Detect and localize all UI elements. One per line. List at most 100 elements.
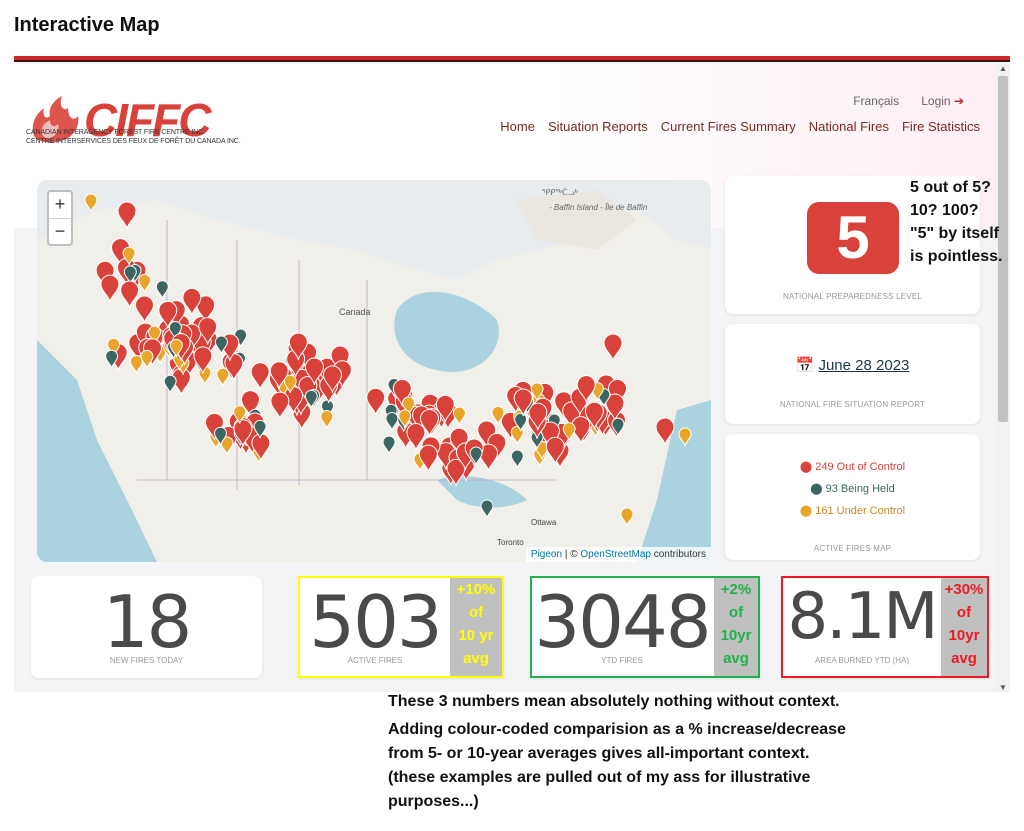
fire-marker-icon[interactable] [571,416,591,444]
fire-marker-icon[interactable] [576,375,596,403]
language-link[interactable]: Français [853,94,900,108]
fire-marker-icon[interactable] [169,338,183,358]
fire-marker-icon[interactable] [510,449,524,469]
fire-marker-icon[interactable] [117,201,137,230]
fire-marker-icon[interactable] [469,446,483,466]
fire-marker-icon[interactable] [452,406,466,426]
fire-marker-icon[interactable] [491,405,505,425]
utility-links: Français Login ➔ [853,94,964,108]
fire-marker-icon[interactable] [419,408,439,437]
fire-marker-icon[interactable] [214,335,228,355]
fire-marker-icon[interactable] [138,273,152,293]
fire-marker-icon[interactable] [322,365,342,393]
fire-marker-icon[interactable] [479,443,499,472]
nav-current-fires-summary[interactable]: Current Fires Summary [660,119,796,134]
map-label-toronto: Toronto [497,538,524,547]
fire-marker-icon[interactable] [480,499,494,519]
fire-marker-icon[interactable] [250,362,270,390]
fire-marker-icon[interactable] [446,458,466,487]
pin-icon: ⬤ [799,461,813,473]
map-canvas[interactable]: Canada ᕿᑭᖅᑖᓗᒃ - Baffin Island - Île de B… [37,180,711,562]
fire-marker-icon[interactable] [233,405,247,424]
scroll-down-arrow[interactable]: ▼ [999,683,1007,692]
fire-marker-icon[interactable] [158,300,178,329]
fire-marker-icon[interactable] [382,435,396,455]
land-mass [37,200,711,562]
legend-under-control[interactable]: ⬤ 161 Under Control [725,500,980,522]
scroll-thumb[interactable] [998,76,1008,422]
bottom-anno-line: from 5- or 10-year averages gives all-im… [388,745,810,762]
fire-marker-icon[interactable] [418,444,438,473]
fire-marker-icon[interactable] [304,389,318,409]
fire-marker-icon[interactable] [216,367,230,387]
fire-marker-icon[interactable] [84,193,98,213]
fire-marker-icon[interactable] [270,391,290,420]
fire-marker-icon[interactable] [193,346,213,374]
zoom-in-button[interactable]: + [54,194,66,214]
fire-marker-icon[interactable] [530,382,544,402]
page-scrollbar[interactable]: ▲ ▼ [996,64,1010,692]
fire-marker-icon[interactable] [134,295,154,324]
nav-situation-reports[interactable]: Situation Reports [547,119,648,134]
fire-marker-icon[interactable] [120,280,140,309]
fire-marker-icon[interactable] [620,507,634,527]
fire-marker-icon[interactable] [196,295,216,323]
fire-marker-icon[interactable] [283,374,297,394]
fire-marker-icon[interactable] [198,317,218,345]
fire-marker-icon[interactable] [528,402,548,431]
fire-marker-icon[interactable] [140,349,154,369]
fire-marker-icon[interactable] [385,411,399,431]
fire-marker-icon[interactable] [398,409,412,429]
npl-annotation: 5 out of 5? 10? 100? "5" by itself is po… [910,176,1002,268]
legend-out-of-control[interactable]: ⬤ 249 Out of Control [725,456,980,478]
pigeon-link[interactable]: Pigeon [530,549,563,560]
login-link[interactable]: Login ➔ [921,94,964,108]
fire-marker-icon[interactable] [603,333,623,362]
fire-marker-icon[interactable] [269,361,289,389]
report-date[interactable]: 📅 June 28 2023 [725,356,980,374]
fire-marker-icon[interactable] [513,388,533,417]
fire-marker-icon[interactable] [123,265,137,285]
fire-marker-icon[interactable] [678,427,692,447]
badge-avg: avg [951,650,977,667]
nav-home[interactable]: Home [500,119,535,134]
fire-marker-icon[interactable] [611,417,625,437]
fire-marker-icon[interactable] [605,393,625,422]
ciffc-logo[interactable]: CIFFC [26,86,246,156]
fire-marker-icon[interactable] [163,374,177,394]
fire-marker-icon[interactable] [129,354,143,374]
fire-marker-icon[interactable] [155,280,169,299]
fire-marker-icon[interactable] [182,287,202,316]
fire-marker-icon[interactable] [105,349,119,369]
fire-marker-icon[interactable] [288,332,308,361]
fire-marker-icon[interactable] [366,387,386,416]
legend-being-held[interactable]: ⬤ 93 Being Held [725,478,980,500]
badge-avg: avg [723,650,749,667]
fire-marker-icon[interactable] [514,412,528,432]
fire-marker-icon[interactable] [171,367,191,396]
fire-marker-icon[interactable] [435,394,455,423]
fire-map[interactable]: Canada ᕿᑭᖅᑖᓗᒃ - Baffin Island - Île de B… [37,180,711,562]
fire-marker-icon[interactable] [562,422,576,441]
scroll-up-arrow[interactable]: ▲ [999,64,1007,73]
fire-marker-icon[interactable] [253,419,267,439]
fire-marker-icon[interactable] [392,379,412,407]
fire-marker-icon[interactable] [584,401,604,430]
zoom-out-button[interactable]: − [49,218,71,244]
nav-national-fires[interactable]: National Fires [808,119,889,134]
fire-marker-icon[interactable] [655,417,675,446]
report-date-link[interactable]: June 28 2023 [818,357,910,374]
fire-marker-icon[interactable] [545,436,565,465]
fire-marker-icon[interactable] [304,357,324,386]
fire-marker-icon[interactable] [213,426,227,446]
fire-marker-icon[interactable] [122,246,136,266]
fire-marker-icon[interactable] [406,423,426,451]
fire-marker-icon[interactable] [240,390,260,418]
fire-marker-icon[interactable] [168,320,182,340]
nav-fire-statistics[interactable]: Fire Statistics [901,119,980,134]
osm-link[interactable]: OpenStreetMap [580,549,651,560]
fire-marker-icon[interactable] [100,274,120,303]
fire-marker-icon[interactable] [320,410,334,429]
stat-area-burned: 8.1M AREA BURNED YTD (HA) +30% of 10yr a… [781,576,989,678]
report-caption: NATIONAL FIRE SITUATION REPORT [779,400,926,409]
